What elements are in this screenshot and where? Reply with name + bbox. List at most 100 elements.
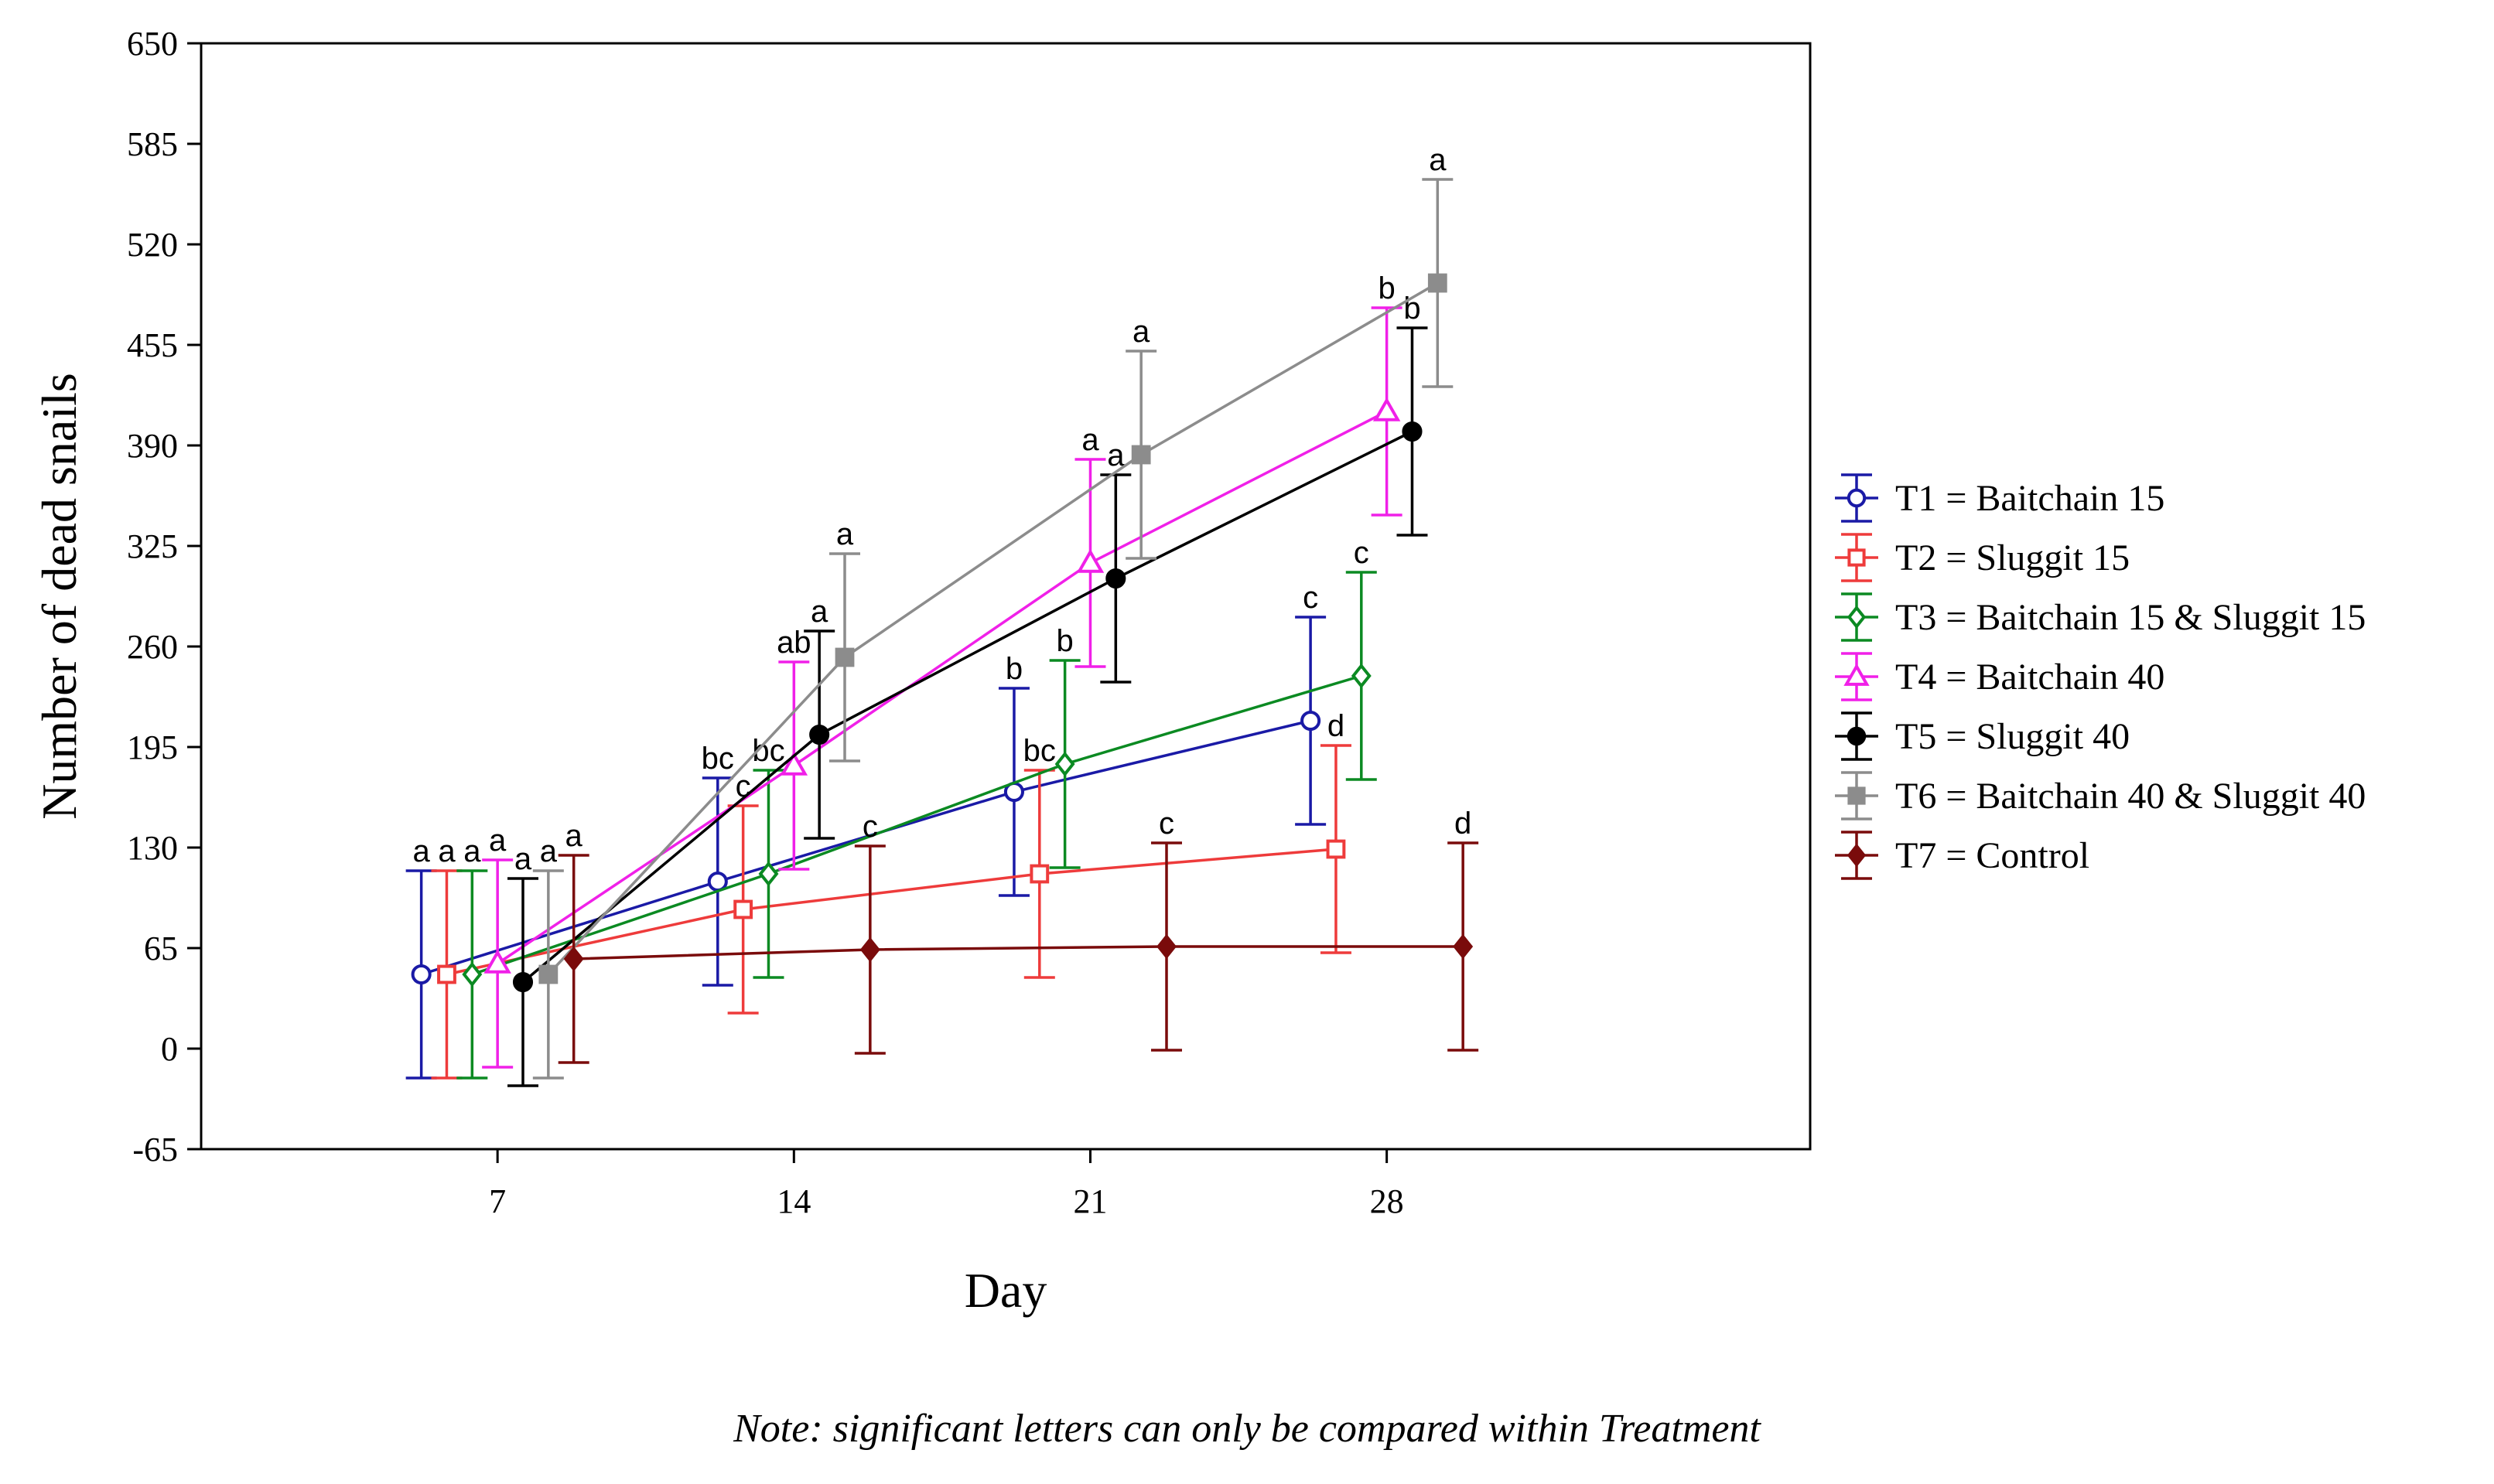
data-point <box>563 946 584 972</box>
legend-item-6: T6 = Baitchain 40 & Sluggit 40 <box>1835 771 2366 820</box>
legend-label: T3 = Baitchain 15 & Sluggit 15 <box>1895 597 2366 638</box>
legend-item-2: T2 = Sluggit 15 <box>1835 533 2130 582</box>
series-line <box>547 281 1439 976</box>
data-point <box>1427 273 1447 293</box>
legend-label: T6 = Baitchain 40 & Sluggit 40 <box>1895 776 2366 817</box>
data-point <box>1402 421 1423 442</box>
legend-marker <box>1847 548 1866 567</box>
x-tick-label: 7 <box>489 1182 506 1220</box>
x-tick-label: 28 <box>1370 1182 1404 1220</box>
data-point <box>462 961 483 988</box>
y-tick-label: 455 <box>127 326 178 364</box>
series-line <box>446 848 1337 976</box>
series-line <box>521 430 1413 984</box>
significance-label: a <box>1107 438 1125 472</box>
data-point <box>707 871 728 892</box>
significance-label: bc <box>702 742 734 776</box>
data-point <box>780 751 808 776</box>
y-tick-label: 65 <box>144 930 178 967</box>
data-point <box>1054 751 1075 777</box>
significance-label: a <box>565 819 583 853</box>
significance-label: c <box>1159 807 1174 841</box>
legend-item-5: T5 = Sluggit 40 <box>1835 711 2130 761</box>
x-axis-title: Day <box>965 1263 1047 1318</box>
significance-label: a <box>489 824 507 858</box>
significance-label: a <box>514 842 532 876</box>
y-tick-label: 0 <box>161 1030 178 1068</box>
significance-label: c <box>1354 536 1369 570</box>
significance-label: a <box>438 834 456 868</box>
data-point <box>512 971 534 993</box>
data-point <box>1131 445 1151 465</box>
x-tick-label: 14 <box>777 1182 811 1220</box>
significance-label: a <box>1133 315 1150 349</box>
legend-item-7: T7 = Control <box>1835 831 2089 880</box>
significance-label: d <box>1327 709 1344 743</box>
significance-label: d <box>1454 807 1471 841</box>
data-point <box>1105 568 1126 589</box>
data-point <box>758 861 779 887</box>
legend-marker <box>1843 663 1870 686</box>
significance-label: a <box>811 595 828 629</box>
legend-label: T7 = Control <box>1895 835 2089 876</box>
legend-label: T1 = Baitchain 15 <box>1895 478 2164 519</box>
x-tick-label: 21 <box>1073 1182 1107 1220</box>
data-point <box>1030 864 1050 884</box>
legend-marker <box>1847 843 1867 868</box>
data-point <box>1156 933 1177 960</box>
legend-label: T5 = Sluggit 40 <box>1895 716 2130 757</box>
series-line <box>573 945 1464 960</box>
significance-label: a <box>1081 423 1099 457</box>
data-point <box>1076 548 1105 573</box>
significance-label: b <box>1006 652 1023 686</box>
legend-marker <box>1847 726 1867 746</box>
significance-label: bc <box>1023 734 1056 768</box>
legend-label: T4 = Baitchain 40 <box>1895 657 2164 698</box>
significance-label: a <box>1429 143 1447 177</box>
y-tick-label: 585 <box>127 125 178 163</box>
data-point <box>411 964 432 985</box>
data-point <box>859 936 880 963</box>
y-tick-label: 130 <box>127 829 178 867</box>
y-tick-label: 260 <box>127 628 178 666</box>
data-point <box>1326 839 1346 859</box>
y-axis-title: Number of dead snails <box>32 373 87 820</box>
y-axis: -65 0 65 130 195 260 325 390 455 520 585 650 <box>127 25 201 1168</box>
data-point <box>483 949 511 974</box>
data-point <box>1453 933 1474 960</box>
x-axis: 7 14 21 28 <box>489 1149 1404 1220</box>
significance-label: c <box>863 810 878 844</box>
legend-label: T2 = Sluggit 15 <box>1895 537 2130 578</box>
y-tick-label: 390 <box>127 427 178 465</box>
y-tick-label: 650 <box>127 25 178 63</box>
plot-frame <box>200 42 1812 1151</box>
chart-note: Note: significant letters can only be co… <box>733 1407 1761 1451</box>
significance-label: a <box>463 834 481 868</box>
y-tick-label: 520 <box>127 226 178 264</box>
data-point <box>835 647 855 667</box>
y-tick-label: -65 <box>132 1131 178 1168</box>
series-line <box>471 674 1362 976</box>
significance-label: a <box>540 834 558 868</box>
y-tick-label: 325 <box>127 527 178 565</box>
legend-marker <box>1847 488 1867 508</box>
series-2: a c bc d <box>431 709 1351 1080</box>
legend: T1 = Baitchain 15 T2 = Sluggit 15 T3 = Bai… <box>1835 473 2366 880</box>
data-point <box>538 964 559 984</box>
series-line <box>497 410 1388 965</box>
significance-label: a <box>836 517 854 551</box>
legend-marker <box>1847 605 1867 629</box>
significance-label: b <box>1057 624 1074 658</box>
legend-item-1: T1 = Baitchain 15 <box>1835 473 2164 523</box>
legend-marker <box>1847 786 1866 805</box>
data-point <box>733 899 753 919</box>
data-point <box>1300 710 1321 732</box>
